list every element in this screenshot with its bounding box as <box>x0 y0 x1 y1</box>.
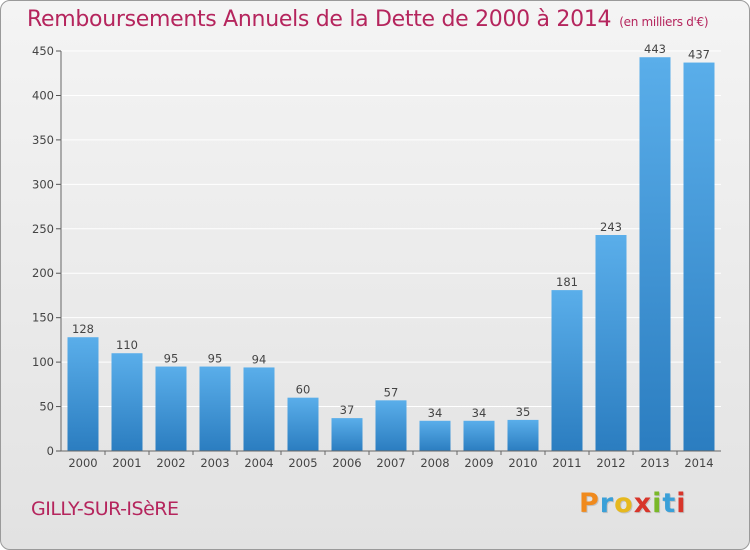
data-label: 95 <box>208 352 223 366</box>
bar-2007 <box>375 400 407 451</box>
y-tick-label: 450 <box>32 44 54 58</box>
bar-2012 <box>595 235 627 451</box>
bars <box>67 57 715 452</box>
x-tick-label: 2011 <box>552 456 581 470</box>
y-tick-label: 200 <box>32 266 54 280</box>
x-tick-label: 2000 <box>68 456 97 470</box>
bar-2003 <box>199 366 231 451</box>
commune-name: GILLY-SUR-ISèRE <box>31 498 179 520</box>
chart-title: Remboursements Annuels de la Dette de 20… <box>27 7 709 32</box>
x-tick-label: 2008 <box>420 456 449 470</box>
bar-2004 <box>243 367 275 451</box>
x-tick-label: 2006 <box>332 456 361 470</box>
x-tick-label: 2001 <box>112 456 141 470</box>
title-text: Remboursements Annuels de la Dette de 20… <box>27 7 612 32</box>
y-tick-label: 250 <box>32 222 54 236</box>
bar-2013 <box>639 57 671 451</box>
logo-letter: r <box>599 488 615 519</box>
bar-2002 <box>155 366 187 451</box>
bar-2006 <box>331 418 363 451</box>
x-tick-label: 2004 <box>244 456 273 470</box>
data-label: 181 <box>556 275 578 289</box>
data-label: 95 <box>164 352 179 366</box>
bar-2011 <box>551 290 583 451</box>
data-label: 57 <box>384 385 399 399</box>
data-label: 34 <box>472 406 487 420</box>
y-tick-label: 300 <box>32 177 54 191</box>
data-label: 110 <box>116 338 138 352</box>
y-tick-label: 0 <box>47 444 54 458</box>
logo-letter: o <box>614 488 634 519</box>
x-tick-label: 2002 <box>156 456 185 470</box>
bar-2000 <box>67 337 99 451</box>
x-tick-label: 2012 <box>596 456 625 470</box>
x-tick-label: 2014 <box>684 456 713 470</box>
data-label: 443 <box>644 42 666 56</box>
data-label: 37 <box>340 403 355 417</box>
data-label: 243 <box>600 220 622 234</box>
x-tick-label: 2010 <box>508 456 537 470</box>
y-tick-label: 100 <box>32 355 54 369</box>
y-tick-label: 400 <box>32 88 54 102</box>
logo-letter: t <box>662 488 677 519</box>
labels: 0 50 100 150 200 250 300 350 400 450 128 2000 110 200… <box>32 42 714 470</box>
axes <box>56 50 721 455</box>
bar-2005 <box>287 397 319 451</box>
data-label: 60 <box>296 383 311 397</box>
data-label: 128 <box>72 322 94 336</box>
x-tick-label: 2007 <box>376 456 405 470</box>
y-tick-label: 50 <box>39 400 54 414</box>
bar-2001 <box>111 353 143 451</box>
logo-letter: i <box>652 488 663 519</box>
bar-2009 <box>463 420 495 451</box>
data-label: 34 <box>428 406 443 420</box>
bar-2014 <box>683 62 715 452</box>
logo-letter: x <box>633 488 653 519</box>
proxiti-logo: Proxiti <box>579 488 687 519</box>
x-tick-label: 2013 <box>640 456 669 470</box>
unit-label: (en milliers d'€) <box>619 15 709 29</box>
bar-2008 <box>419 420 451 451</box>
bar-2010 <box>507 419 539 451</box>
data-label: 94 <box>252 352 267 366</box>
y-tick-label: 350 <box>32 133 54 147</box>
x-tick-label: 2005 <box>288 456 317 470</box>
logo-letter: P <box>579 488 600 519</box>
y-tick-label: 150 <box>32 311 54 325</box>
x-tick-label: 2003 <box>200 456 229 470</box>
data-label: 35 <box>516 405 531 419</box>
logo-letter: i <box>676 488 687 519</box>
x-tick-label: 2009 <box>464 456 493 470</box>
data-label: 437 <box>688 48 710 62</box>
